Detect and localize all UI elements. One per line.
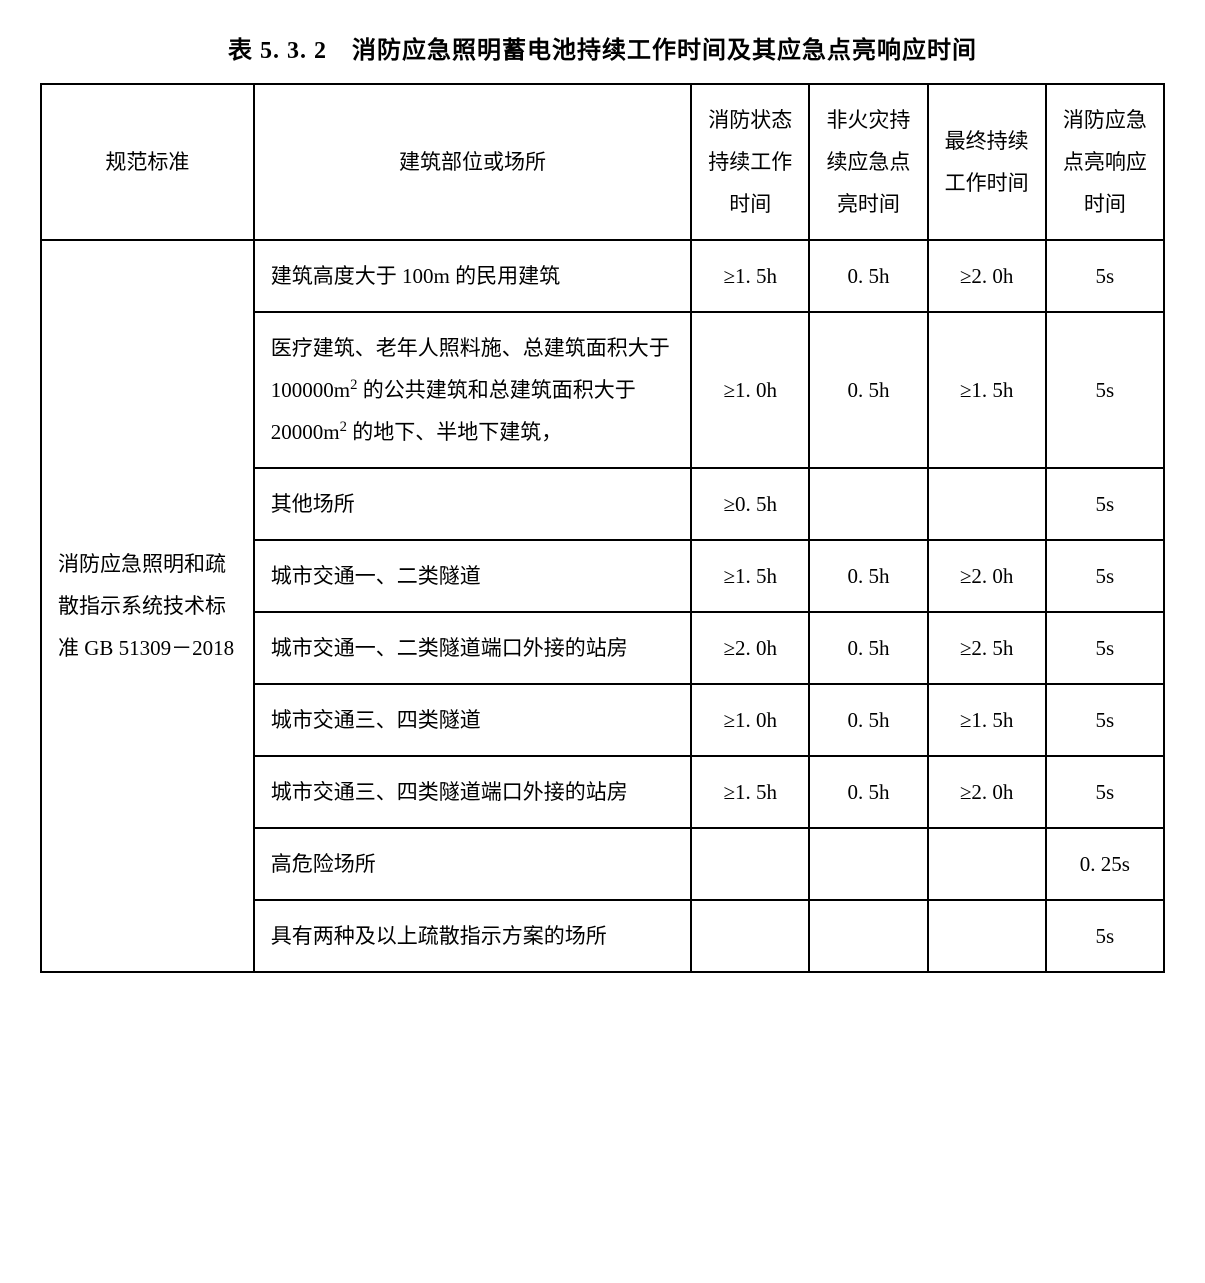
- data-cell-4: 5s: [1046, 240, 1164, 312]
- data-cell-2: [809, 468, 927, 540]
- data-cell-4: 5s: [1046, 612, 1164, 684]
- data-cell-2: 0. 5h: [809, 540, 927, 612]
- data-cell-2: 0. 5h: [809, 240, 927, 312]
- data-cell-1: [691, 900, 809, 972]
- data-cell-3: [928, 900, 1046, 972]
- data-cell-1: ≥1. 0h: [691, 312, 809, 468]
- data-cell-3: ≥2. 5h: [928, 612, 1046, 684]
- data-cell-4: 5s: [1046, 900, 1164, 972]
- data-cell-1: [691, 828, 809, 900]
- place-cell: 建筑高度大于 100m 的民用建筑: [254, 240, 691, 312]
- data-cell-2: 0. 5h: [809, 684, 927, 756]
- data-cell-4: 5s: [1046, 684, 1164, 756]
- data-cell-2: 0. 5h: [809, 612, 927, 684]
- data-cell-3: ≥1. 5h: [928, 312, 1046, 468]
- data-cell-1: ≥0. 5h: [691, 468, 809, 540]
- data-cell-4: 0. 25s: [1046, 828, 1164, 900]
- table-title: 表 5. 3. 2 消防应急照明蓄电池持续工作时间及其应急点亮响应时间: [40, 30, 1165, 65]
- place-cell: 城市交通一、二类隧道: [254, 540, 691, 612]
- data-cell-4: 5s: [1046, 540, 1164, 612]
- data-cell-2: [809, 828, 927, 900]
- header-standard: 规范标准: [41, 84, 254, 240]
- data-cell-3: [928, 468, 1046, 540]
- header-col2: 非火灾持续应急点亮时间: [809, 84, 927, 240]
- header-col1: 消防状态持续工作时间: [691, 84, 809, 240]
- data-cell-3: ≥2. 0h: [928, 240, 1046, 312]
- data-cell-3: ≥2. 0h: [928, 756, 1046, 828]
- data-cell-2: [809, 900, 927, 972]
- data-cell-3: ≥1. 5h: [928, 684, 1046, 756]
- header-place: 建筑部位或场所: [254, 84, 691, 240]
- header-col3: 最终持续工作时间: [928, 84, 1046, 240]
- data-cell-3: [928, 828, 1046, 900]
- place-cell: 城市交通三、四类隧道: [254, 684, 691, 756]
- place-cell: 其他场所: [254, 468, 691, 540]
- battery-duration-table: 规范标准 建筑部位或场所 消防状态持续工作时间 非火灾持续应急点亮时间 最终持续…: [40, 83, 1165, 973]
- table-row: 消防应急照明和疏散指示系统技术标准 GB 51309－2018建筑高度大于 10…: [41, 240, 1164, 312]
- data-cell-4: 5s: [1046, 756, 1164, 828]
- data-cell-2: 0. 5h: [809, 312, 927, 468]
- data-cell-1: ≥2. 0h: [691, 612, 809, 684]
- place-cell: 城市交通三、四类隧道端口外接的站房: [254, 756, 691, 828]
- data-cell-3: ≥2. 0h: [928, 540, 1046, 612]
- data-cell-1: ≥1. 5h: [691, 756, 809, 828]
- header-col4: 消防应急点亮响应时间: [1046, 84, 1164, 240]
- place-cell: 医疗建筑、老年人照料施、总建筑面积大于 100000m2 的公共建筑和总建筑面积…: [254, 312, 691, 468]
- data-cell-1: ≥1. 5h: [691, 540, 809, 612]
- data-cell-1: ≥1. 5h: [691, 240, 809, 312]
- data-cell-1: ≥1. 0h: [691, 684, 809, 756]
- data-cell-2: 0. 5h: [809, 756, 927, 828]
- place-cell: 具有两种及以上疏散指示方案的场所: [254, 900, 691, 972]
- data-cell-4: 5s: [1046, 312, 1164, 468]
- header-row: 规范标准 建筑部位或场所 消防状态持续工作时间 非火灾持续应急点亮时间 最终持续…: [41, 84, 1164, 240]
- data-cell-4: 5s: [1046, 468, 1164, 540]
- standard-cell: 消防应急照明和疏散指示系统技术标准 GB 51309－2018: [41, 240, 254, 972]
- place-cell: 高危险场所: [254, 828, 691, 900]
- place-cell: 城市交通一、二类隧道端口外接的站房: [254, 612, 691, 684]
